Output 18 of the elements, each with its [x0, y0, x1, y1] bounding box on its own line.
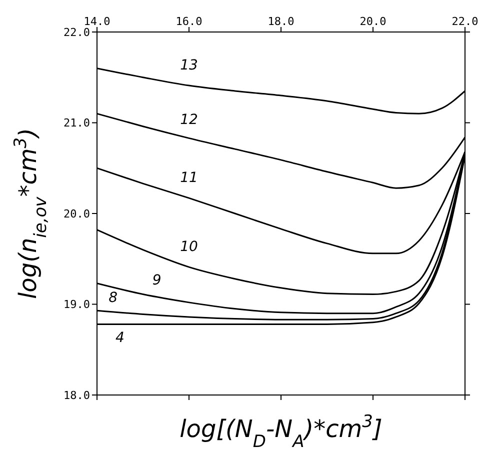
y-tick-label: 20.0 [64, 207, 90, 220]
series-label: 13 [180, 58, 198, 74]
x-tick-label: 22.0 [452, 15, 478, 28]
y-tick-label: 18.0 [64, 388, 90, 402]
y-tick-label: 22.0 [64, 26, 90, 39]
series-label: 8 [108, 290, 118, 306]
y-tick-label: 21.0 [64, 116, 90, 130]
series-label: 9 [152, 272, 162, 289]
x-tick-label: 18.0 [268, 15, 294, 28]
x-tick-label: 14.0 [84, 15, 110, 28]
series-label: 11 [180, 170, 198, 186]
x-axis-title: log[(N$_{D}$-N$_{A}$)*cm$^{3}$] [180, 412, 382, 452]
y-tick-label: 19.0 [64, 298, 90, 312]
series-label: 10 [180, 239, 198, 256]
x-tick-label: 20.0 [360, 15, 386, 28]
series-label: 12 [180, 112, 198, 128]
x-tick-label: 16.0 [176, 15, 202, 28]
series-label: 4 [116, 330, 124, 346]
